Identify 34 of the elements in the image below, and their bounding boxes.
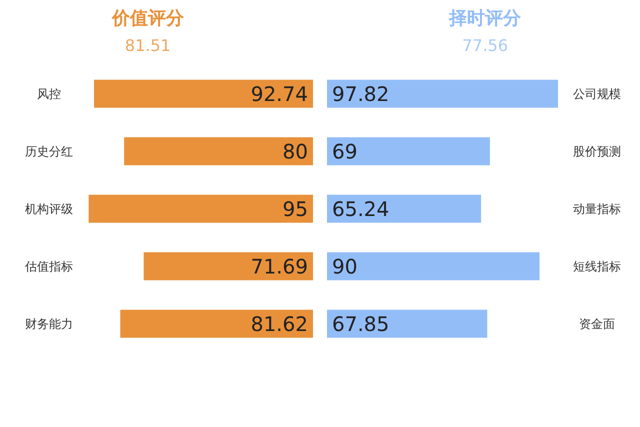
bar xyxy=(327,310,488,338)
data-label: 81.62 xyxy=(250,312,308,336)
bar xyxy=(120,310,313,338)
y-tick-label: 短线指标 xyxy=(573,259,621,274)
data-label: 69 xyxy=(332,139,358,164)
data-label: 65.24 xyxy=(332,196,390,221)
bar xyxy=(327,194,482,223)
chart-title: 价值评分 xyxy=(110,8,185,29)
data-label: 95 xyxy=(282,196,308,221)
y-tick-label: 动量指标 xyxy=(573,202,621,216)
bar xyxy=(124,137,313,166)
y-tick-label: 机构评级 xyxy=(25,202,73,216)
y-tick-label: 财务能力 xyxy=(25,316,73,331)
chart-subtitle: 77.56 xyxy=(462,36,508,55)
y-tick-label: 公司规模 xyxy=(573,86,621,101)
bar xyxy=(94,80,313,108)
data-label: 67.85 xyxy=(332,312,390,336)
data-label: 80 xyxy=(282,139,308,164)
bar xyxy=(327,252,540,280)
chart-title: 择时评分 xyxy=(448,8,522,29)
y-tick-label: 股价预测 xyxy=(573,144,621,158)
y-tick-label: 风控 xyxy=(37,86,61,101)
data-label: 97.82 xyxy=(332,82,390,106)
data-label: 71.69 xyxy=(250,254,308,278)
bar xyxy=(327,80,558,108)
bar xyxy=(144,252,313,280)
y-tick-label: 估值指标 xyxy=(24,259,73,274)
bar xyxy=(88,194,313,223)
bar xyxy=(327,137,490,166)
data-label: 92.74 xyxy=(250,82,308,106)
y-tick-label: 资金面 xyxy=(579,316,615,331)
chart-subtitle: 81.51 xyxy=(124,36,171,55)
y-tick-label: 历史分红 xyxy=(25,144,73,158)
data-label: 90 xyxy=(332,254,358,278)
